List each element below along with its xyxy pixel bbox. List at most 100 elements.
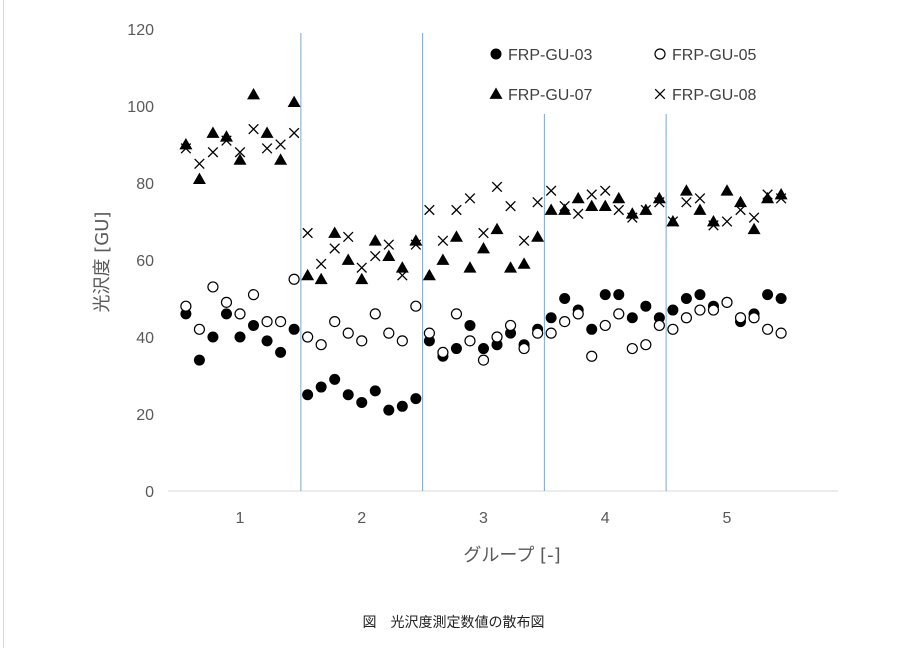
data-point [288,273,300,285]
data-point [774,188,788,200]
data-point [342,389,354,401]
data-point [275,346,287,358]
data-point [437,346,449,358]
data-point [545,327,557,339]
data-point [369,308,381,320]
data-point [234,146,246,158]
data-point [287,95,301,108]
y-axis-title: 光沢度 [GU] [92,212,113,313]
legend: FRP-GU-03 FRP-GU-05 FRP-GU-07 FRP-GU-08 [462,40,792,112]
data-point [464,335,476,347]
data-point [233,153,247,165]
data-point [653,312,665,324]
data-point [761,191,775,204]
x-tick-label: 4 [601,510,610,527]
data-point [301,268,315,281]
data-point [410,239,422,250]
data-point [518,235,530,247]
data-point [302,227,313,239]
data-point [586,350,598,362]
data-point [397,270,408,281]
y-axis-ticks: 0 20 40 60 80 100 120 [127,22,154,501]
data-point [328,226,342,238]
data-point [747,222,761,235]
data-point [694,289,706,301]
data-point [192,172,206,185]
data-point [627,212,638,223]
legend-marker [654,48,666,60]
data-point [247,289,260,301]
data-point [626,312,638,324]
data-point [478,227,489,239]
x-tick-label: 3 [479,510,488,527]
data-point [599,185,611,196]
data-point [572,208,584,220]
data-point [180,308,192,320]
data-point [261,335,273,347]
data-point [667,216,679,227]
data-point [762,189,773,200]
data-point [193,323,206,335]
data-point [179,138,193,150]
legend-box [462,40,792,112]
data-point [640,339,652,351]
series-frp-gu-05 [180,273,787,366]
data-point [356,335,368,347]
legend-label: FRP-GU-05 [672,47,757,64]
y-tick-label: 40 [136,330,154,347]
data-point [261,143,273,154]
data-point [342,327,354,339]
data-point [395,261,409,273]
data-point [654,196,665,208]
data-point [383,239,395,250]
data-point [775,193,787,204]
data-point [626,342,638,355]
data-point [559,316,571,328]
data-point [775,293,787,304]
data-point [396,400,408,412]
data-point [274,153,288,165]
data-point [424,204,435,216]
x-tick-label: 2 [357,510,366,527]
data-point [329,243,340,254]
data-point [410,300,422,312]
data-point [220,308,232,320]
data-point [342,231,354,243]
data-point [531,230,545,242]
data-point [559,293,571,304]
data-point [625,207,639,219]
figure-caption: 図 光沢度測定数値の散布図 [362,615,545,631]
data-point [409,234,423,246]
data-point [207,146,219,158]
legend-label: FRP-GU-07 [508,87,593,104]
data-point [681,196,692,208]
legend-marker [489,87,503,99]
data-point [288,127,300,139]
data-point [612,191,626,204]
data-point [694,193,706,204]
series-frp-gu-07 [179,87,788,285]
data-point [545,185,557,196]
data-point [450,343,462,355]
data-point [505,327,517,339]
data-point [356,396,368,408]
data-point [667,323,679,335]
data-point [451,204,462,216]
data-point [544,203,558,215]
data-point [478,343,489,355]
data-point [613,308,625,320]
data-point [193,354,205,366]
data-point [504,261,518,273]
data-point [693,203,707,215]
data-point [220,296,233,308]
data-point [437,235,449,247]
data-point [423,335,435,347]
data-point [734,195,748,208]
data-point [302,389,314,401]
data-point [721,296,733,308]
y-tick-label: 0 [145,484,154,501]
data-point [234,308,246,320]
data-point [558,203,572,215]
data-point [680,312,693,324]
data-point [368,234,382,246]
